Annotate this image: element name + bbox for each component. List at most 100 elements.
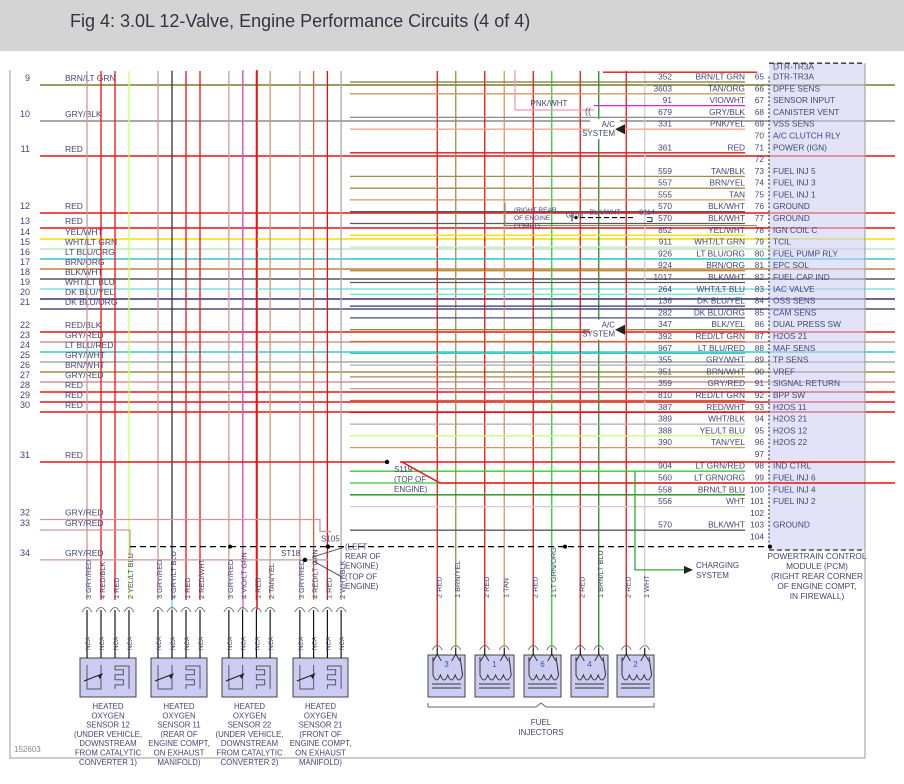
svg-text:570: 570 [658,520,672,530]
svg-text:DUAL PRESS SW: DUAL PRESS SW [773,319,841,329]
svg-text:LT BLU/ORG: LT BLU/ORG [696,248,745,258]
svg-text:911: 911 [659,237,673,247]
svg-text:2 TAN/YEL: 2 TAN/YEL [267,563,276,599]
svg-text:99: 99 [755,473,765,483]
svg-text:NCA: NCA [241,636,248,650]
svg-text:(UNDER VEHICLE,: (UNDER VEHICLE, [74,730,142,739]
svg-text:OXYGEN: OXYGEN [304,711,337,720]
svg-text:NCA: NCA [312,636,319,650]
svg-text:4: 4 [587,660,592,669]
svg-text:BRN/LT BLU: BRN/LT BLU [698,484,745,494]
svg-text:15: 15 [20,237,30,247]
svg-text:4 VIO/LT GRN: 4 VIO/LT GRN [240,552,249,599]
svg-text:1 BRN/LT BLU: 1 BRN/LT BLU [596,550,605,598]
svg-text:(TOP OF: (TOP OF [345,573,377,582]
svg-text:FUEL INJ 4: FUEL INJ 4 [773,484,816,494]
svg-text:BRN/LT GRN: BRN/LT GRN [696,72,745,82]
svg-text:TAN/YEL: TAN/YEL [711,437,745,447]
svg-text:TAN: TAN [729,189,745,199]
svg-text:GROUND: GROUND [773,213,810,223]
svg-text:HEATED: HEATED [163,702,194,711]
svg-text:152603: 152603 [14,745,41,754]
svg-text:PNK/WHT: PNK/WHT [531,99,568,108]
svg-text:(REAR OF: (REAR OF [160,730,197,739]
svg-text:2 RED: 2 RED [434,577,443,599]
svg-text:BRN/ORG: BRN/ORG [706,260,745,270]
svg-text:103: 103 [750,520,764,530]
svg-text:73: 73 [755,166,765,176]
svg-text:DK BLU/YEL: DK BLU/YEL [65,287,114,297]
svg-text:HEATED: HEATED [92,702,123,711]
svg-text:264: 264 [658,284,672,294]
svg-text:95: 95 [755,425,765,435]
svg-text:101: 101 [750,496,764,506]
svg-text:2 RED: 2 RED [482,577,491,599]
svg-text:YEL/WHT: YEL/WHT [65,227,103,237]
svg-text:(RIGHT REAR: (RIGHT REAR [514,207,557,214]
svg-text:BLK/YEL: BLK/YEL [711,319,745,329]
svg-text:MODULE (PCM): MODULE (PCM) [786,561,848,571]
svg-text:388: 388 [658,425,672,435]
svg-text:NCA: NCA [99,636,106,650]
svg-text:33: 33 [20,518,30,528]
svg-text:4 GRY/LT BLU: 4 GRY/LT BLU [169,551,178,599]
svg-text:17: 17 [20,257,30,267]
svg-text:NCA: NCA [156,636,163,650]
svg-text:(RIGHT REAR CORNER: (RIGHT REAR CORNER [771,571,863,581]
svg-text:SYSTEM: SYSTEM [582,129,615,138]
svg-text:390: 390 [658,437,672,447]
svg-text:30: 30 [20,400,30,410]
svg-text:NCA: NCA [170,636,177,650]
svg-text:1017: 1017 [654,272,673,282]
svg-text:570: 570 [658,213,672,223]
svg-text:NCA: NCA [184,636,191,650]
svg-text:68: 68 [755,107,765,117]
svg-text:SYSTEM: SYSTEM [696,571,729,580]
svg-text:2 RED: 2 RED [623,577,632,599]
svg-text:IN FIREWALL): IN FIREWALL) [790,591,845,601]
svg-text:INJECTORS: INJECTORS [518,728,563,737]
svg-text:560: 560 [658,473,672,483]
svg-text:OXYGEN: OXYGEN [162,711,195,720]
svg-text:COMPT): COMPT) [514,223,540,230]
svg-text:A/C: A/C [602,120,616,129]
svg-text:558: 558 [658,484,672,494]
svg-text:GRY/RED: GRY/RED [65,330,104,340]
svg-text:RED: RED [65,400,83,410]
svg-text:VREF: VREF [773,366,795,376]
svg-text:20: 20 [20,287,30,297]
svg-text:MAF SENS: MAF SENS [773,343,816,353]
svg-text:1 RED: 1 RED [183,578,192,600]
svg-text:555: 555 [658,189,672,199]
svg-text:RED/BLK: RED/BLK [65,320,102,330]
svg-text:387: 387 [658,402,672,412]
svg-text:LT BLU/RED: LT BLU/RED [65,340,113,350]
svg-text:YEL/LT BLU: YEL/LT BLU [700,425,745,435]
svg-text:POWERTRAIN CONTROL: POWERTRAIN CONTROL [768,551,867,561]
svg-text:OF ENGINE COMPT,: OF ENGINE COMPT, [777,581,856,591]
svg-text:LT GRN/ORG: LT GRN/ORG [694,473,745,483]
svg-text:NCA: NCA [298,636,305,650]
svg-text:DK BLU/YEL: DK BLU/YEL [697,296,745,306]
svg-text:FROM CATALYTIC: FROM CATALYTIC [75,749,142,758]
svg-text:FUEL INJ 2: FUEL INJ 2 [773,496,816,506]
svg-text:82: 82 [755,272,765,282]
svg-text:557: 557 [658,178,672,188]
svg-text:14: 14 [20,227,30,237]
svg-text:S105: S105 [321,535,340,544]
svg-text:9: 9 [25,73,30,83]
svg-text:OXYGEN: OXYGEN [91,711,124,720]
svg-text:(LEFT: (LEFT [345,543,367,552]
svg-text:(UNDER VEHICLE,: (UNDER VEHICLE, [215,730,283,739]
svg-text:WHT/LT BLU: WHT/LT BLU [65,277,115,287]
svg-text:1 LT GRN/ORG: 1 LT GRN/ORG [549,547,558,598]
svg-text:MANIFOLD): MANIFOLD) [299,758,342,767]
svg-text:85: 85 [755,307,765,317]
svg-text:25: 25 [20,350,30,360]
svg-text:BRN/YEL: BRN/YEL [709,178,745,188]
svg-text:75: 75 [755,189,765,199]
svg-text:32: 32 [20,508,30,518]
svg-text:29: 29 [20,390,30,400]
svg-text:SIGNAL RETURN: SIGNAL RETURN [773,378,840,388]
svg-text:347: 347 [658,319,672,329]
